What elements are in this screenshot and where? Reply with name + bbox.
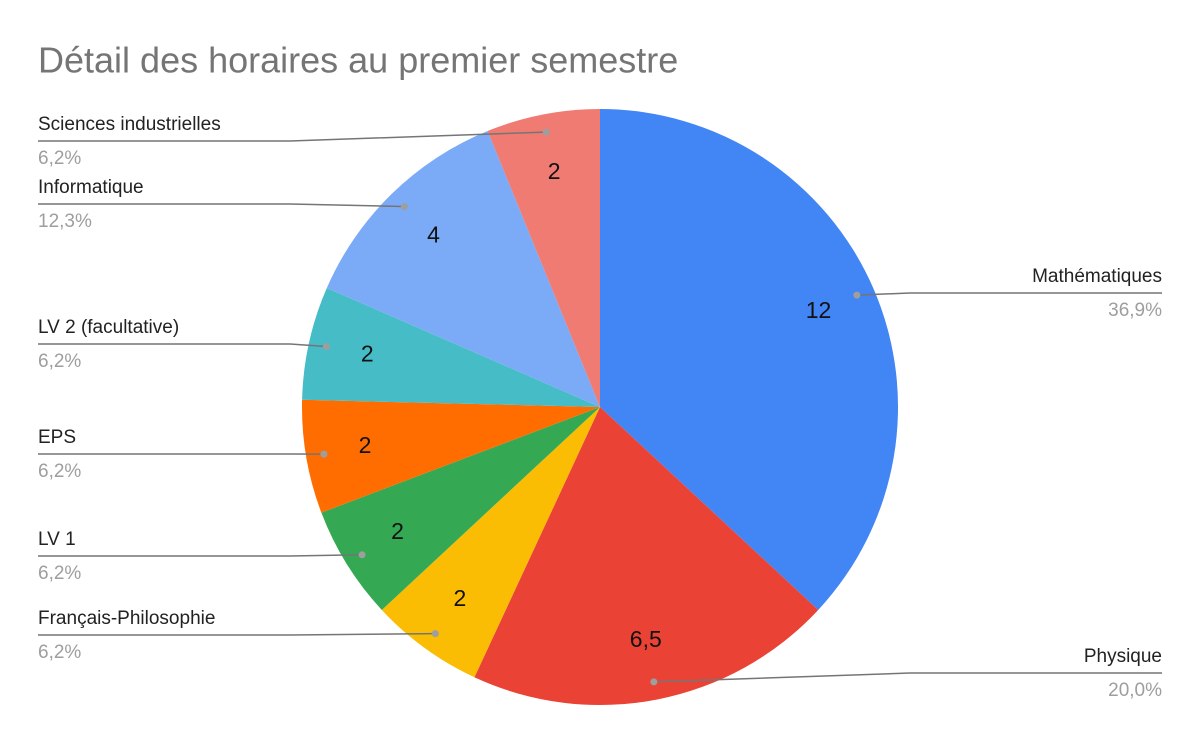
leader-line — [38, 131, 547, 142]
data-label: 2 — [453, 585, 466, 611]
data-label: 2 — [391, 518, 404, 544]
percent-label: 6,2% — [38, 351, 81, 372]
legend-label: Français-Philosophie — [38, 608, 215, 629]
leader-dot — [650, 678, 658, 686]
leader-line — [38, 203, 405, 208]
leader-dot — [853, 291, 861, 299]
leader-dot — [542, 128, 550, 136]
data-label: 2 — [359, 432, 372, 458]
legend-label: LV 2 (facultative) — [38, 317, 179, 338]
percent-label: 12,3% — [38, 211, 92, 232]
pie-slice — [381, 407, 600, 678]
leader-line — [38, 554, 363, 557]
pie-slice — [487, 109, 600, 407]
leader-dot — [320, 450, 328, 458]
percent-label: 36,9% — [1108, 300, 1162, 321]
leader-line — [856, 292, 1162, 296]
leader-dot — [400, 203, 408, 211]
leader-dot — [358, 551, 366, 559]
data-label: 2 — [361, 341, 374, 367]
pie-slice — [326, 130, 600, 408]
pie-slice — [474, 407, 819, 705]
data-label: 12 — [806, 297, 832, 323]
chart-title: Détail des horaires au premier semestre — [38, 40, 678, 81]
pie-slice — [302, 399, 600, 513]
percent-label: 6,2% — [38, 461, 81, 482]
leader-line — [653, 672, 1162, 683]
leader-dot — [431, 630, 439, 638]
legend-label: Physique — [1084, 646, 1162, 667]
percent-label: 6,2% — [38, 563, 81, 584]
legend-label: LV 1 — [38, 529, 76, 550]
data-label: 6,5 — [630, 626, 662, 652]
pie-slice — [302, 287, 600, 407]
percent-label: 6,2% — [38, 642, 81, 663]
pie-slice — [321, 407, 600, 610]
percent-label: 6,2% — [38, 148, 81, 169]
percent-label: 20,0% — [1108, 680, 1162, 701]
legend-label: Mathématiques — [1032, 266, 1162, 287]
leader-line — [38, 632, 436, 636]
legend-label: Informatique — [38, 177, 144, 198]
data-label: 4 — [427, 221, 440, 247]
leader-dot — [322, 343, 330, 351]
pie-slice — [600, 109, 899, 610]
leader-line — [38, 343, 327, 348]
legend-label: Sciences industrielles — [38, 114, 221, 135]
legend-label: EPS — [38, 427, 76, 448]
data-label: 2 — [548, 158, 561, 184]
